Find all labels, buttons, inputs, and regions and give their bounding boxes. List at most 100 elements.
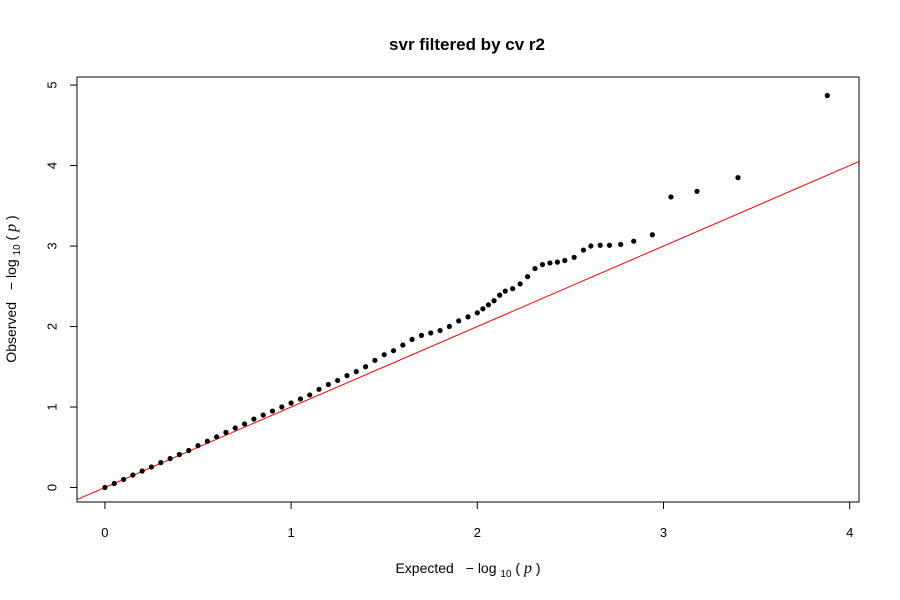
data-point	[288, 400, 294, 406]
y-tick-label: 2	[44, 323, 59, 330]
x-label-open: (	[515, 560, 520, 576]
x-label-main: Expected	[395, 560, 453, 576]
y-tick-label: 0	[44, 484, 59, 491]
x-axis: 0 1 2 3 4	[101, 501, 853, 540]
data-point	[418, 332, 425, 338]
data-point	[307, 392, 313, 398]
data-point	[130, 472, 136, 478]
data-point	[400, 342, 406, 348]
data-point	[694, 188, 700, 194]
data-point	[446, 323, 452, 330]
data-point	[158, 459, 164, 466]
data-point	[269, 408, 276, 414]
data-point	[588, 243, 594, 249]
data-point	[241, 421, 248, 427]
data-point	[120, 476, 127, 483]
plot-frame	[76, 76, 860, 503]
data-point	[649, 232, 655, 238]
data-point	[474, 310, 480, 316]
data-point	[381, 352, 387, 358]
data-point	[465, 314, 471, 320]
data-point	[223, 429, 229, 435]
plot-area	[77, 92, 859, 501]
y-label-minus: −	[3, 282, 19, 290]
data-point	[485, 302, 492, 308]
y-axis-label: Observed − log 10 ( p )	[3, 215, 23, 362]
data-point	[554, 259, 560, 265]
data-point	[362, 364, 369, 370]
y-tick-label: 4	[44, 162, 59, 169]
data-point	[316, 386, 322, 392]
data-point	[480, 306, 486, 312]
data-point	[631, 238, 637, 244]
data-point	[186, 447, 192, 454]
data-point	[204, 438, 210, 444]
data-point	[597, 242, 603, 248]
data-point	[176, 451, 183, 458]
data-point	[456, 318, 462, 324]
data-points	[102, 92, 830, 491]
y-tick-label: 3	[44, 242, 59, 249]
data-point	[214, 434, 220, 440]
data-point	[251, 416, 257, 422]
data-point	[325, 381, 331, 388]
data-point	[353, 369, 359, 375]
x-label-close: )	[536, 560, 541, 576]
data-point	[491, 298, 497, 304]
data-point	[532, 265, 538, 272]
data-point	[502, 288, 508, 294]
data-point	[606, 242, 613, 248]
data-point	[824, 92, 830, 99]
y-tick-label: 5	[44, 81, 59, 88]
data-point	[260, 412, 266, 418]
data-point	[167, 455, 173, 462]
x-label-var: p	[523, 560, 532, 577]
data-point	[195, 443, 201, 449]
y-label-log: log	[3, 259, 19, 278]
x-axis-label: Expected − log 10 ( p )	[395, 560, 540, 580]
data-point	[580, 247, 587, 253]
x-tick-label: 1	[288, 525, 295, 540]
y-label-main: Observed	[3, 302, 19, 363]
data-point	[524, 274, 531, 280]
data-point	[668, 194, 674, 200]
data-point	[111, 480, 117, 487]
x-label-minus: −	[466, 560, 474, 576]
data-point	[539, 261, 546, 268]
y-label-base: 10	[12, 244, 23, 256]
x-label-log: log	[478, 560, 497, 576]
y-axis: 0 1 2 3 4 5	[44, 81, 78, 491]
data-point	[428, 330, 434, 336]
data-point	[139, 468, 145, 474]
data-point	[335, 377, 341, 384]
x-label-base: 10	[500, 569, 512, 580]
y-label-close: )	[3, 215, 19, 220]
data-point	[297, 396, 304, 402]
data-point	[735, 175, 741, 181]
data-point	[571, 254, 577, 260]
data-point	[148, 464, 155, 470]
data-point	[232, 425, 238, 431]
data-point	[437, 327, 443, 334]
y-tick-label: 1	[44, 403, 59, 410]
chart-title: svr filtered by cv r2	[389, 35, 545, 54]
y-label-open: (	[3, 235, 19, 240]
x-tick-label: 0	[101, 525, 108, 540]
x-tick-label: 3	[660, 525, 667, 540]
data-point	[344, 373, 350, 379]
data-point	[372, 357, 378, 363]
x-tick-label: 4	[846, 525, 853, 540]
x-tick-label: 2	[474, 525, 481, 540]
data-point	[409, 336, 415, 343]
data-point	[102, 484, 108, 491]
data-point	[618, 241, 624, 248]
data-point	[510, 286, 516, 292]
data-point	[497, 292, 503, 298]
y-label-var: p	[3, 224, 20, 233]
data-point	[562, 257, 568, 264]
data-point	[517, 281, 523, 287]
data-point	[390, 348, 397, 354]
reference-line	[77, 161, 859, 501]
data-point	[547, 260, 553, 266]
